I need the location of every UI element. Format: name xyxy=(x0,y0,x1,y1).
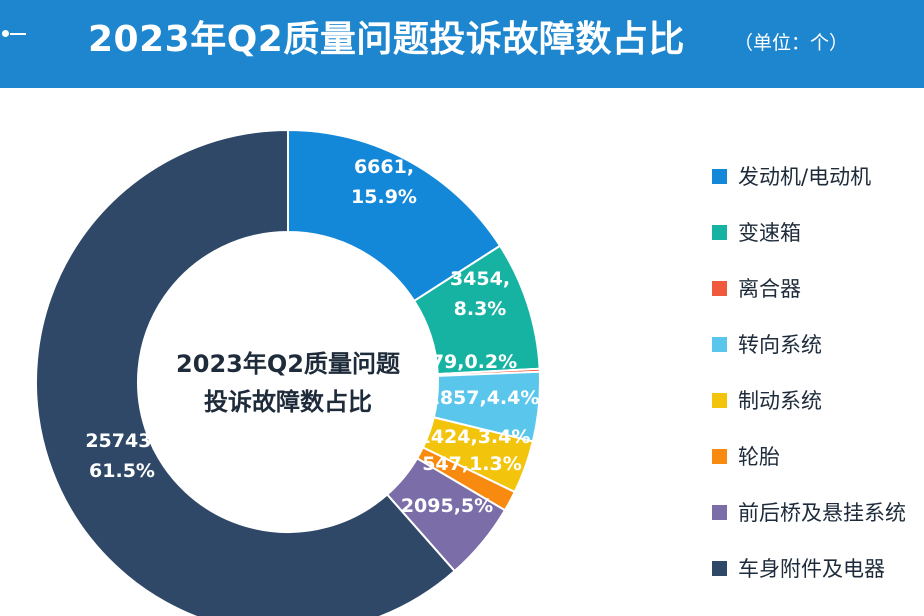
slice-data-label: 1857,4.4% xyxy=(427,387,540,409)
legend-item: 发动机/电动机 xyxy=(712,160,924,216)
slice-data-label: 1424,3.4% xyxy=(418,426,531,448)
header-dot-icon xyxy=(2,30,9,37)
legend-label: 转向系统 xyxy=(738,333,822,357)
slice-data-label: 547,1.3% xyxy=(422,453,522,475)
legend-swatch xyxy=(712,449,727,464)
legend-item: 轮胎 xyxy=(712,440,924,496)
donut-center-label: 2023年Q2质量问题 xyxy=(176,350,400,378)
donut-center-label: 投诉故障数占比 xyxy=(204,388,372,416)
donut-slice xyxy=(287,128,502,303)
legend-item: 变速箱 xyxy=(712,216,924,272)
slice-data-label: 3454, 8.3% xyxy=(450,268,510,320)
legend-label: 前后桥及悬挂系统 xyxy=(738,501,906,525)
chart-title: 2023年Q2质量问题投诉故障数占比 xyxy=(88,19,685,60)
legend-label: 发动机/电动机 xyxy=(738,165,872,189)
legend-item: 转向系统 xyxy=(712,328,924,384)
legend-swatch xyxy=(712,169,727,184)
legend-swatch xyxy=(712,337,727,352)
legend-swatch xyxy=(712,505,727,520)
header-line-decoration xyxy=(10,33,26,35)
chart-unit: （单位：个） xyxy=(734,32,849,54)
legend-item: 制动系统 xyxy=(712,384,924,440)
chart-header: 2023年Q2质量问题投诉故障数占比 （单位：个） xyxy=(0,0,924,88)
legend-label: 离合器 xyxy=(738,277,801,301)
legend-item: 车身附件及电器 xyxy=(712,552,924,608)
slice-data-label: 79,0.2% xyxy=(431,351,517,373)
slice-data-label: 25743, 61.5% xyxy=(85,430,158,482)
legend-swatch xyxy=(712,225,727,240)
legend-label: 轮胎 xyxy=(738,445,780,469)
legend-label: 车身附件及电器 xyxy=(738,557,885,581)
legend-swatch xyxy=(712,393,727,408)
legend-label: 变速箱 xyxy=(738,221,801,245)
legend-swatch xyxy=(712,281,727,296)
legend-swatch xyxy=(712,561,727,576)
chart-legend: 发动机/电动机 变速箱离合器转向系统制动系统轮胎前后桥及悬挂系统 车身附件及电器 xyxy=(712,160,924,608)
donut-slice xyxy=(35,128,457,616)
legend-item: 前后桥及悬挂系统 xyxy=(712,496,924,552)
slice-data-label: 6661, 15.9% xyxy=(351,156,417,208)
legend-item: 离合器 xyxy=(712,272,924,328)
slice-data-label: 2095,5% xyxy=(401,495,493,517)
legend-label: 制动系统 xyxy=(738,389,822,413)
